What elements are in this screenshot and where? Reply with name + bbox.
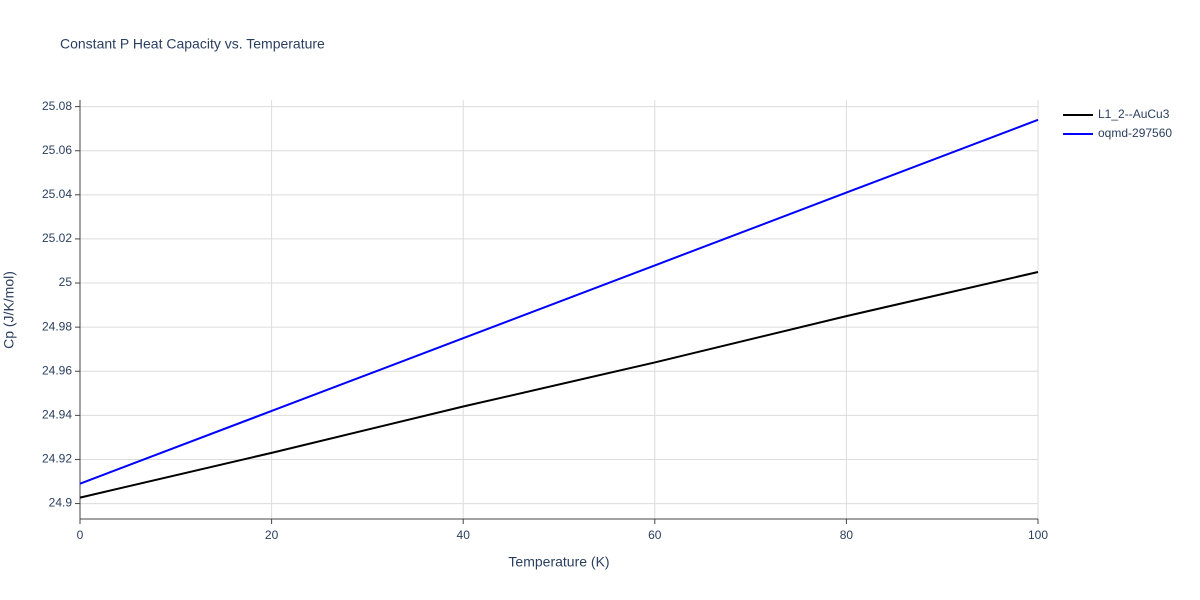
y-tick-label: 24.96 bbox=[42, 363, 72, 377]
x-tick-label: 100 bbox=[1028, 528, 1048, 542]
x-tick-label: 0 bbox=[77, 528, 84, 542]
y-tick-label: 24.94 bbox=[42, 408, 72, 422]
y-tick-label: 25 bbox=[59, 275, 73, 289]
x-tick-label: 40 bbox=[457, 528, 471, 542]
y-tick-label: 25.04 bbox=[42, 187, 72, 201]
y-tick-label: 25.02 bbox=[42, 231, 72, 245]
y-tick-label: 25.08 bbox=[42, 99, 72, 113]
data-line bbox=[79, 271, 1039, 499]
x-tick-label: 20 bbox=[265, 528, 279, 542]
y-tick-label: 24.98 bbox=[42, 319, 72, 333]
y-axis-title: Cp (J/K/mol) bbox=[1, 271, 17, 349]
legend-label: L1_2--AuCu3 bbox=[1098, 107, 1170, 121]
x-axis-title: Temperature (K) bbox=[508, 554, 609, 570]
x-tick-label: 60 bbox=[648, 528, 662, 542]
y-tick-label: 25.06 bbox=[42, 143, 72, 157]
x-tick-label: 80 bbox=[840, 528, 854, 542]
y-tick-label: 24.9 bbox=[49, 496, 73, 510]
legend-label: oqmd-297560 bbox=[1098, 126, 1172, 140]
chart-title: Constant P Heat Capacity vs. Temperature bbox=[60, 36, 325, 52]
data-line bbox=[79, 118, 1039, 485]
y-tick-label: 24.92 bbox=[42, 452, 72, 466]
